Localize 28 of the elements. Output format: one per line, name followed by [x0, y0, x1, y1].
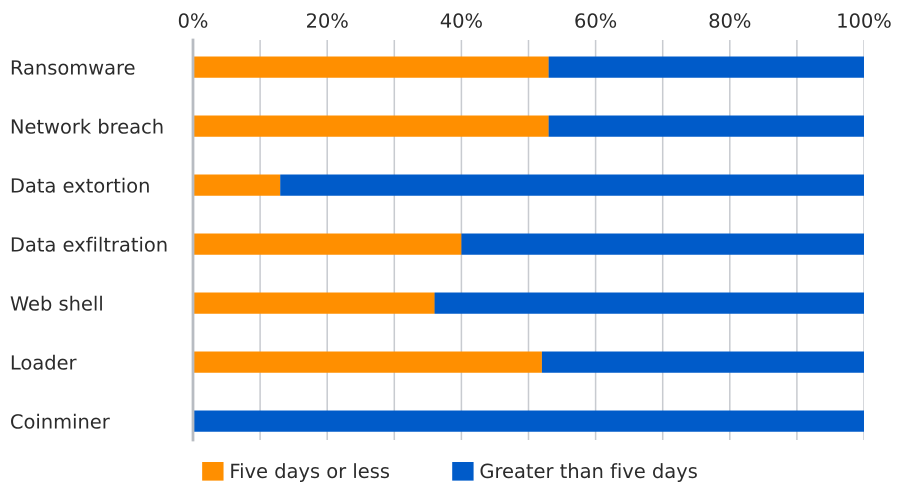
bar [548, 56, 864, 78]
y-tick-label: Loader [12, 354, 77, 370]
bar [193, 410, 864, 432]
legend-label: Five days or less [231, 463, 390, 482]
x-tick-label: 20% [307, 13, 348, 28]
bar [193, 234, 462, 255]
bar [193, 292, 435, 314]
y-tick-label: Coinminer [11, 414, 110, 429]
x-tick-label: 80% [710, 13, 750, 28]
bar [542, 352, 864, 373]
bar [548, 116, 864, 137]
y-tick-label: Data exfiltration [12, 236, 166, 252]
bar [280, 174, 864, 196]
y-tick-label: Data extortion [12, 178, 149, 193]
bar [461, 234, 864, 255]
bar [193, 56, 549, 78]
x-tick-label: 60% [575, 13, 616, 28]
bar [193, 116, 549, 137]
legend-label: Greater than five days [480, 463, 697, 482]
x-tick-label: 100% [838, 13, 891, 28]
y-tick-label: Network breach [12, 118, 162, 134]
y-tick-label: Web shell [10, 296, 102, 311]
x-tick-label: 0% [178, 13, 208, 28]
x-tick-label: 40% [440, 13, 482, 28]
bar [193, 174, 280, 196]
bar [193, 352, 542, 373]
y-tick-label: Ransomware [12, 60, 135, 75]
bar [434, 292, 864, 314]
